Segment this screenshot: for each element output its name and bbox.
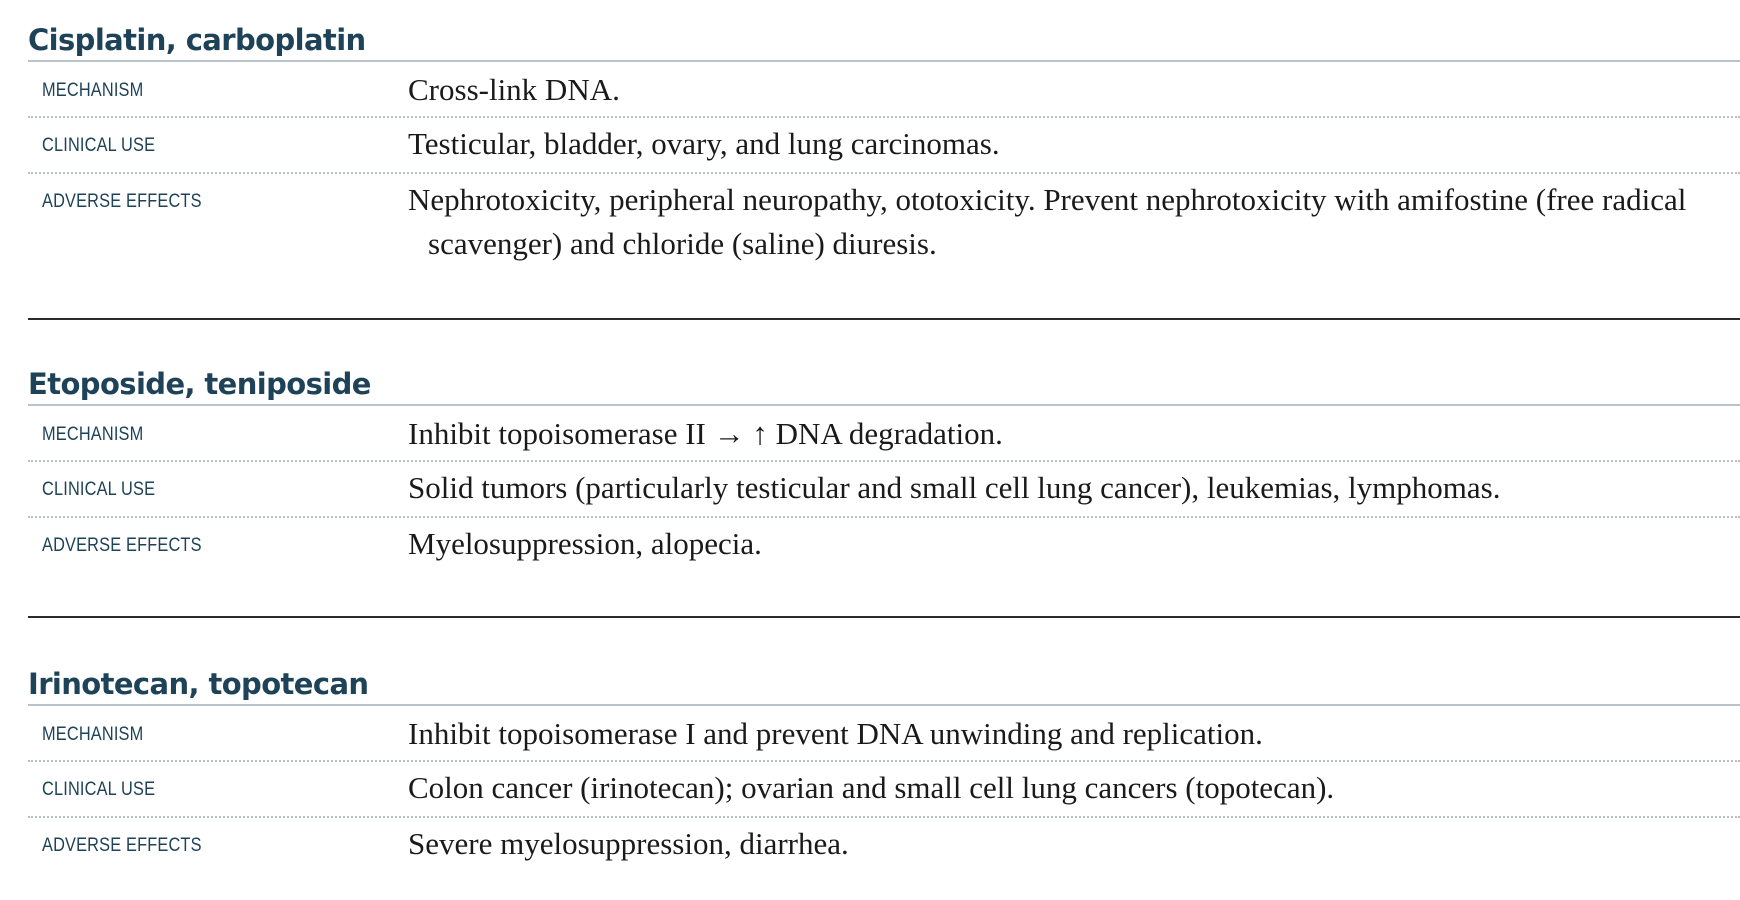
row-label: ADVERSE EFFECTS	[42, 835, 202, 856]
row-text: Solid tumors (particularly testicular an…	[408, 470, 1501, 505]
section-end-rule	[28, 616, 1740, 618]
row-label: ADVERSE EFFECTS	[42, 191, 202, 212]
row-divider	[28, 816, 1740, 818]
row-text: Myelosuppression, alopecia.	[408, 526, 762, 561]
row-label: CLINICAL USE	[42, 779, 156, 800]
row-divider	[28, 172, 1740, 174]
row-text: Nephrotoxicity, peripheral neuropathy, o…	[408, 182, 1687, 261]
title-rule	[28, 704, 1740, 706]
row-divider	[28, 460, 1740, 462]
section-title: Etoposide, teniposide	[28, 367, 371, 401]
row-text: Colon cancer (irinotecan); ovarian and s…	[408, 770, 1335, 805]
row-text: Inhibit topoisomerase I and prevent DNA …	[408, 716, 1263, 751]
section-title: Cisplatin, carboplatin	[28, 23, 366, 57]
row-divider	[28, 116, 1740, 118]
row-divider	[28, 516, 1740, 518]
row-text: Severe myelosuppression, diarrhea.	[408, 826, 849, 861]
row-divider	[28, 760, 1740, 762]
section-title: Irinotecan, topotecan	[28, 667, 369, 701]
row-text: Cross-link DNA.	[408, 72, 620, 107]
section-end-rule	[28, 318, 1740, 320]
title-rule	[28, 404, 1740, 406]
title-rule	[28, 60, 1740, 62]
row-text: Testicular, bladder, ovary, and lung car…	[408, 126, 1000, 161]
row-text: Inhibit topoisomerase II → ↑ DNA degrada…	[408, 416, 1003, 451]
row-label: ADVERSE EFFECTS	[42, 535, 202, 556]
row-label: MECHANISM	[42, 724, 144, 745]
row-label: CLINICAL USE	[42, 135, 156, 156]
row-label: MECHANISM	[42, 80, 144, 101]
row-label: MECHANISM	[42, 424, 144, 445]
row-label: CLINICAL USE	[42, 479, 156, 500]
